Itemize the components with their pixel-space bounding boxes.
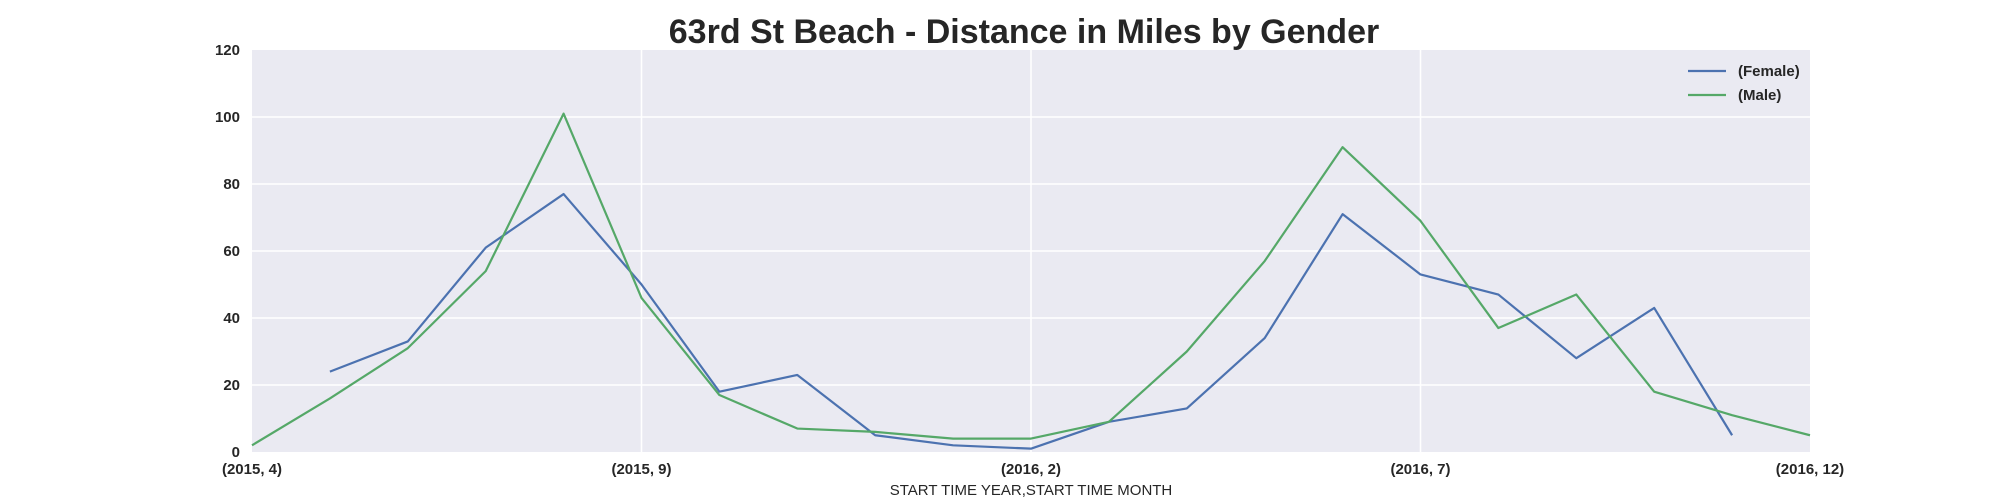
series-line-0 bbox=[329, 192, 1734, 450]
x-tick-label: (2016, 2) bbox=[1001, 461, 1061, 478]
grid bbox=[252, 50, 1810, 452]
y-tick-label: 120 bbox=[215, 42, 240, 59]
chart-title: 63rd St Beach - Distance in Miles by Gen… bbox=[669, 13, 1379, 51]
y-tick-label: 60 bbox=[223, 243, 240, 260]
legend-label: (Female) bbox=[1738, 63, 1800, 80]
x-tick-label: (2015, 4) bbox=[222, 461, 282, 478]
legend: (Female) (Male) bbox=[1688, 63, 1800, 104]
x-axis: (2015, 4) (2015, 9) (2016, 2) (2016, 7) (201… bbox=[222, 461, 1844, 478]
y-tick-label: 100 bbox=[215, 109, 240, 126]
y-tick-label: 20 bbox=[223, 377, 240, 394]
y-tick-label: 40 bbox=[223, 310, 240, 327]
series-layer bbox=[251, 112, 1811, 450]
y-axis: 0 20 40 60 80 100 120 bbox=[215, 42, 240, 461]
y-tick-label: 80 bbox=[223, 176, 240, 193]
x-tick-label: (2016, 7) bbox=[1390, 461, 1450, 478]
series-line-1 bbox=[251, 112, 1811, 447]
x-tick-label: (2016, 12) bbox=[1776, 461, 1844, 478]
x-tick-label: (2015, 9) bbox=[611, 461, 671, 478]
x-axis-label: START TIME YEAR,START TIME MONTH bbox=[890, 482, 1173, 499]
legend-label: (Male) bbox=[1738, 87, 1781, 104]
y-tick-label: 0 bbox=[232, 444, 240, 461]
